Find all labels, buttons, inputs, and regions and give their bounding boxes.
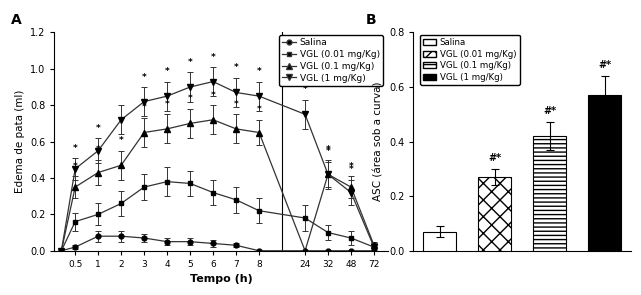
Text: *: * bbox=[142, 104, 147, 112]
Text: *: * bbox=[234, 63, 238, 73]
Text: *: * bbox=[303, 85, 308, 94]
Text: *: * bbox=[142, 73, 147, 81]
Text: *: * bbox=[326, 145, 330, 154]
Y-axis label: Edema de pata (ml): Edema de pata (ml) bbox=[15, 90, 24, 193]
Text: *: * bbox=[349, 162, 353, 171]
Text: *: * bbox=[96, 124, 101, 132]
Text: *: * bbox=[119, 136, 124, 145]
Y-axis label: ASC (área sob a curva): ASC (área sob a curva) bbox=[374, 82, 383, 201]
Text: *: * bbox=[73, 162, 78, 171]
Bar bbox=[588, 95, 622, 251]
Text: *: * bbox=[165, 100, 169, 109]
Text: #*: #* bbox=[599, 60, 612, 70]
Text: *: * bbox=[188, 58, 192, 67]
Text: #*: #* bbox=[488, 153, 501, 163]
Text: *: * bbox=[326, 147, 330, 156]
Text: A: A bbox=[11, 13, 22, 27]
Legend: Salina, VGL (0.01 mg/Kg), VGL (0.1 mg/Kg), VGL (1 mg/Kg): Salina, VGL (0.01 mg/Kg), VGL (0.1 mg/Kg… bbox=[420, 35, 520, 85]
Text: *: * bbox=[256, 105, 262, 114]
Text: #*: #* bbox=[544, 106, 556, 117]
Text: *: * bbox=[211, 91, 215, 100]
Text: *: * bbox=[349, 165, 353, 174]
Text: *: * bbox=[165, 67, 169, 76]
Bar bbox=[533, 136, 567, 251]
Text: *: * bbox=[211, 53, 215, 62]
Text: *: * bbox=[256, 67, 262, 76]
X-axis label: Tempo (h): Tempo (h) bbox=[190, 274, 253, 284]
Text: *: * bbox=[188, 94, 192, 104]
Bar bbox=[423, 232, 456, 251]
Legend: Salina, VGL (0.01 mg/Kg), VGL (0.1 mg/Kg), VGL (1 mg/Kg): Salina, VGL (0.01 mg/Kg), VGL (0.1 mg/Kg… bbox=[279, 35, 383, 86]
Text: B: B bbox=[365, 13, 376, 27]
Text: *: * bbox=[234, 100, 238, 109]
Text: *: * bbox=[73, 143, 78, 153]
Text: *: * bbox=[96, 145, 101, 154]
Bar bbox=[478, 177, 512, 251]
